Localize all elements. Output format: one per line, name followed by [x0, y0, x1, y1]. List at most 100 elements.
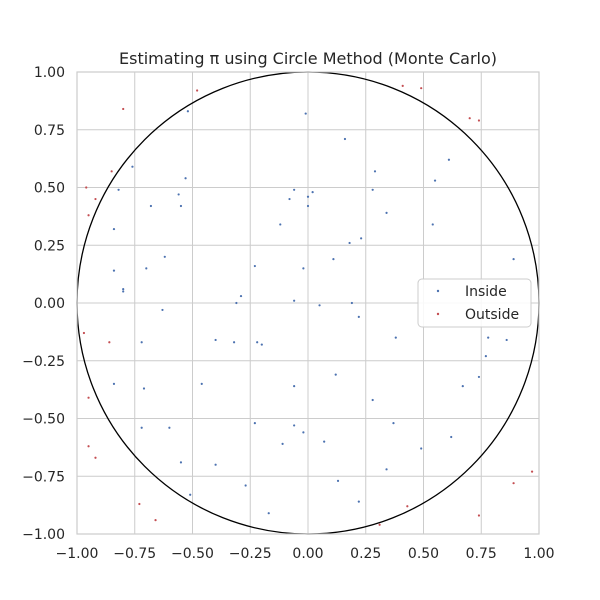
inside-point: [161, 308, 164, 312]
inside-point: [239, 294, 243, 298]
inside-point: [149, 204, 153, 208]
inside-point: [168, 426, 171, 429]
inside-point: [288, 197, 291, 201]
outside-point: [420, 87, 423, 90]
inside-point: [184, 177, 187, 180]
inside-point: [332, 258, 335, 261]
x-tick-label: 0.00: [292, 546, 323, 562]
inside-point: [394, 336, 397, 339]
outside-point: [468, 117, 471, 120]
x-tick-label: 0.75: [466, 546, 497, 562]
legend-box: [417, 278, 532, 328]
outside-point: [122, 107, 125, 111]
inside-point: [281, 442, 284, 446]
inside-point: [117, 188, 120, 191]
inside-point: [267, 512, 270, 515]
inside-point: [253, 264, 256, 268]
outside-point: [82, 331, 86, 335]
inside-point: [112, 227, 116, 231]
y-tick-label: 0.50: [34, 181, 65, 197]
chart-title: Estimating π using Circle Method (Monte …: [119, 49, 497, 68]
inside-point: [343, 137, 347, 141]
inside-point: [293, 299, 296, 302]
inside-point: [450, 435, 453, 439]
inside-point: [357, 500, 360, 503]
x-tick-label: 0.50: [408, 546, 439, 562]
inside-point: [371, 398, 374, 402]
inside-point: [145, 267, 148, 270]
inside-point: [302, 431, 305, 434]
inside-point: [306, 204, 310, 208]
y-axis-ticks: −1.00 −0.75 −0.50 −0.25 0.00 0.25 0.50 0.75 1.00: [22, 65, 65, 543]
legend: Inside Outside: [417, 278, 532, 328]
inside-point: [112, 269, 116, 272]
outside-point: [477, 514, 481, 517]
inside-point: [189, 493, 192, 496]
inside-point: [420, 447, 423, 450]
outside-point: [94, 456, 97, 459]
inside-point: [279, 223, 282, 226]
y-tick-label: 0.25: [34, 238, 65, 254]
outside-point: [85, 186, 88, 189]
inside-point: [373, 170, 377, 173]
outside-point: [110, 170, 113, 173]
outside-point: [378, 523, 381, 526]
outside-point: [87, 396, 90, 399]
inside-point: [214, 338, 217, 342]
x-tick-label: 1.00: [523, 546, 554, 562]
inside-point: [122, 288, 125, 291]
inside-point: [140, 341, 143, 344]
inside-point: [311, 191, 314, 194]
x-tick-label: −1.00: [56, 546, 99, 562]
inside-point: [318, 304, 321, 307]
inside-point: [186, 110, 189, 113]
plot-frame: [76, 71, 540, 535]
inside-point: [177, 193, 180, 196]
inside-point: [484, 355, 487, 358]
inside-point: [385, 468, 388, 471]
x-tick-label: −0.25: [229, 546, 272, 562]
inside-point: [360, 237, 363, 240]
x-tick-label: 0.25: [350, 546, 381, 562]
inside-point: [140, 426, 143, 429]
inside-point: [348, 241, 351, 245]
inside-point: [112, 382, 116, 385]
inside-point: [357, 315, 360, 318]
outside-point: [154, 519, 157, 522]
inside-point: [200, 382, 203, 385]
x-tick-label: −0.50: [171, 546, 214, 562]
outside-point: [406, 505, 409, 508]
inside-point: [461, 385, 464, 388]
y-tick-label: −1.00: [22, 527, 65, 543]
inside-point: [505, 338, 508, 342]
outside-point: [196, 89, 199, 92]
inside-point: [179, 204, 183, 208]
inside-point: [256, 341, 259, 344]
inside-point: [163, 255, 166, 258]
outside-point: [477, 119, 481, 122]
inside-point: [512, 258, 515, 261]
y-tick-label: 0.00: [34, 296, 65, 312]
outside-point: [512, 482, 515, 485]
legend-label-inside: Inside: [465, 284, 507, 300]
inside-point: [302, 267, 305, 270]
inside-point: [304, 112, 307, 115]
inside-point: [131, 165, 134, 168]
legend-label-outside: Outside: [465, 307, 519, 323]
y-tick-label: −0.50: [22, 412, 65, 428]
inside-point: [244, 484, 247, 487]
y-tick-label: 1.00: [34, 65, 65, 81]
x-axis-ticks: −1.00 −0.75 −0.50 −0.25 0.00 0.25 0.50 0.75 1.00: [56, 546, 555, 562]
legend-marker-outside: [436, 312, 440, 316]
inside-point: [336, 479, 340, 482]
outside-point: [530, 470, 534, 473]
data-points: [82, 84, 534, 526]
inside-point: [433, 179, 437, 182]
outside-point: [87, 445, 90, 448]
inside-point: [487, 336, 490, 339]
y-tick-label: −0.75: [22, 469, 65, 485]
outside-point: [108, 341, 111, 344]
outside-point: [138, 502, 141, 506]
inside-point: [447, 158, 451, 161]
